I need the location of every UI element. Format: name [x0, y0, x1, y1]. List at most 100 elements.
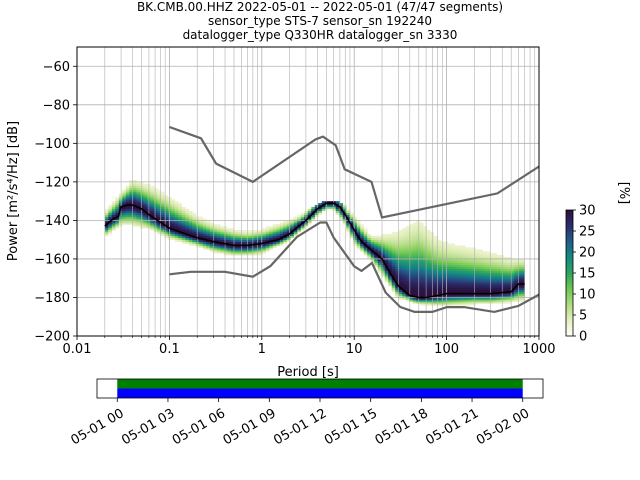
density-cell — [244, 233, 249, 237]
density-cell — [426, 293, 431, 296]
density-cell — [374, 241, 379, 244]
density-cell — [437, 301, 442, 304]
density-cell — [391, 255, 396, 258]
density-cell — [381, 264, 386, 267]
density-cell — [454, 289, 459, 292]
density-cell — [143, 183, 148, 187]
density-cell — [300, 226, 305, 229]
density-cell — [104, 228, 109, 231]
density-cell — [115, 201, 120, 204]
density-cell — [349, 226, 354, 229]
density-cell — [447, 270, 452, 273]
density-cell — [335, 210, 340, 213]
density-cell — [311, 206, 316, 210]
density-cell — [318, 203, 323, 206]
density-cell — [433, 270, 438, 273]
density-cell — [503, 264, 508, 267]
density-cell — [188, 239, 193, 242]
density-cell — [409, 299, 414, 302]
density-cell — [395, 249, 400, 252]
density-cell — [129, 189, 134, 192]
density-cell — [335, 203, 340, 206]
density-cell — [482, 270, 487, 273]
density-cell — [143, 191, 148, 194]
density-cell — [423, 251, 428, 254]
colorbar-cell — [566, 277, 573, 280]
density-cell — [108, 230, 113, 233]
density-cell — [465, 260, 470, 264]
density-cell — [276, 239, 281, 242]
density-cell — [153, 203, 158, 206]
density-cell — [356, 243, 361, 246]
density-cell — [405, 235, 410, 239]
colorbar-cell — [566, 254, 573, 257]
density-cell — [157, 231, 162, 235]
density-cell — [510, 287, 515, 291]
colorbar-cell — [566, 252, 573, 255]
density-cell — [251, 237, 256, 240]
density-cell — [465, 278, 470, 281]
density-cell — [451, 245, 456, 248]
density-cell — [479, 272, 483, 275]
density-cell — [125, 222, 130, 225]
density-cell — [150, 224, 155, 227]
density-cell — [115, 214, 120, 217]
density-cell — [479, 270, 483, 273]
density-cell — [412, 272, 417, 275]
density-cell — [451, 274, 456, 277]
density-cell — [234, 253, 239, 256]
density-cell — [444, 262, 449, 266]
density-cell — [384, 280, 389, 283]
density-cell — [465, 289, 470, 292]
density-cell — [356, 233, 361, 237]
density-cell — [185, 231, 190, 235]
density-cell — [153, 191, 158, 194]
density-cell — [482, 280, 487, 283]
density-cell — [461, 272, 466, 275]
density-cell — [444, 247, 449, 250]
density-cell — [174, 231, 179, 235]
density-cell — [486, 260, 490, 264]
density-cell — [136, 199, 141, 202]
x-tick-label: 0.1 — [159, 342, 180, 357]
density-cell — [426, 278, 431, 281]
density-cell — [192, 216, 197, 219]
density-cell — [419, 241, 424, 244]
colorbar-cell — [566, 273, 573, 276]
density-cell — [132, 197, 137, 200]
density-cell — [286, 222, 291, 225]
density-cell — [419, 226, 424, 229]
density-cell — [416, 276, 421, 279]
density-cell — [153, 226, 158, 229]
density-cell — [150, 193, 155, 196]
density-cell — [468, 291, 473, 294]
density-cell — [272, 235, 277, 239]
density-cell — [468, 270, 473, 273]
density-cell — [342, 222, 347, 225]
density-cell — [489, 299, 494, 302]
density-cell — [160, 216, 165, 219]
density-cell — [181, 208, 186, 212]
density-cell — [237, 233, 242, 237]
density-cell — [255, 241, 260, 244]
density-cell — [279, 239, 284, 242]
density-cell — [220, 237, 225, 240]
density-cell — [104, 224, 109, 227]
density-cell — [416, 301, 421, 304]
density-cell — [356, 239, 361, 242]
density-cell — [202, 220, 207, 223]
density-cell — [395, 241, 400, 244]
density-cell — [381, 249, 386, 252]
density-cell — [332, 204, 337, 208]
density-cell — [458, 257, 463, 260]
density-cell — [104, 233, 109, 237]
density-cell — [118, 216, 123, 219]
density-cell — [475, 293, 480, 296]
density-cell — [276, 241, 281, 244]
density-cell — [472, 301, 476, 304]
density-cell — [384, 241, 389, 244]
density-cell — [188, 226, 193, 229]
mean-line — [104, 202, 525, 299]
density-cell — [227, 247, 232, 250]
density-cell — [507, 258, 511, 262]
